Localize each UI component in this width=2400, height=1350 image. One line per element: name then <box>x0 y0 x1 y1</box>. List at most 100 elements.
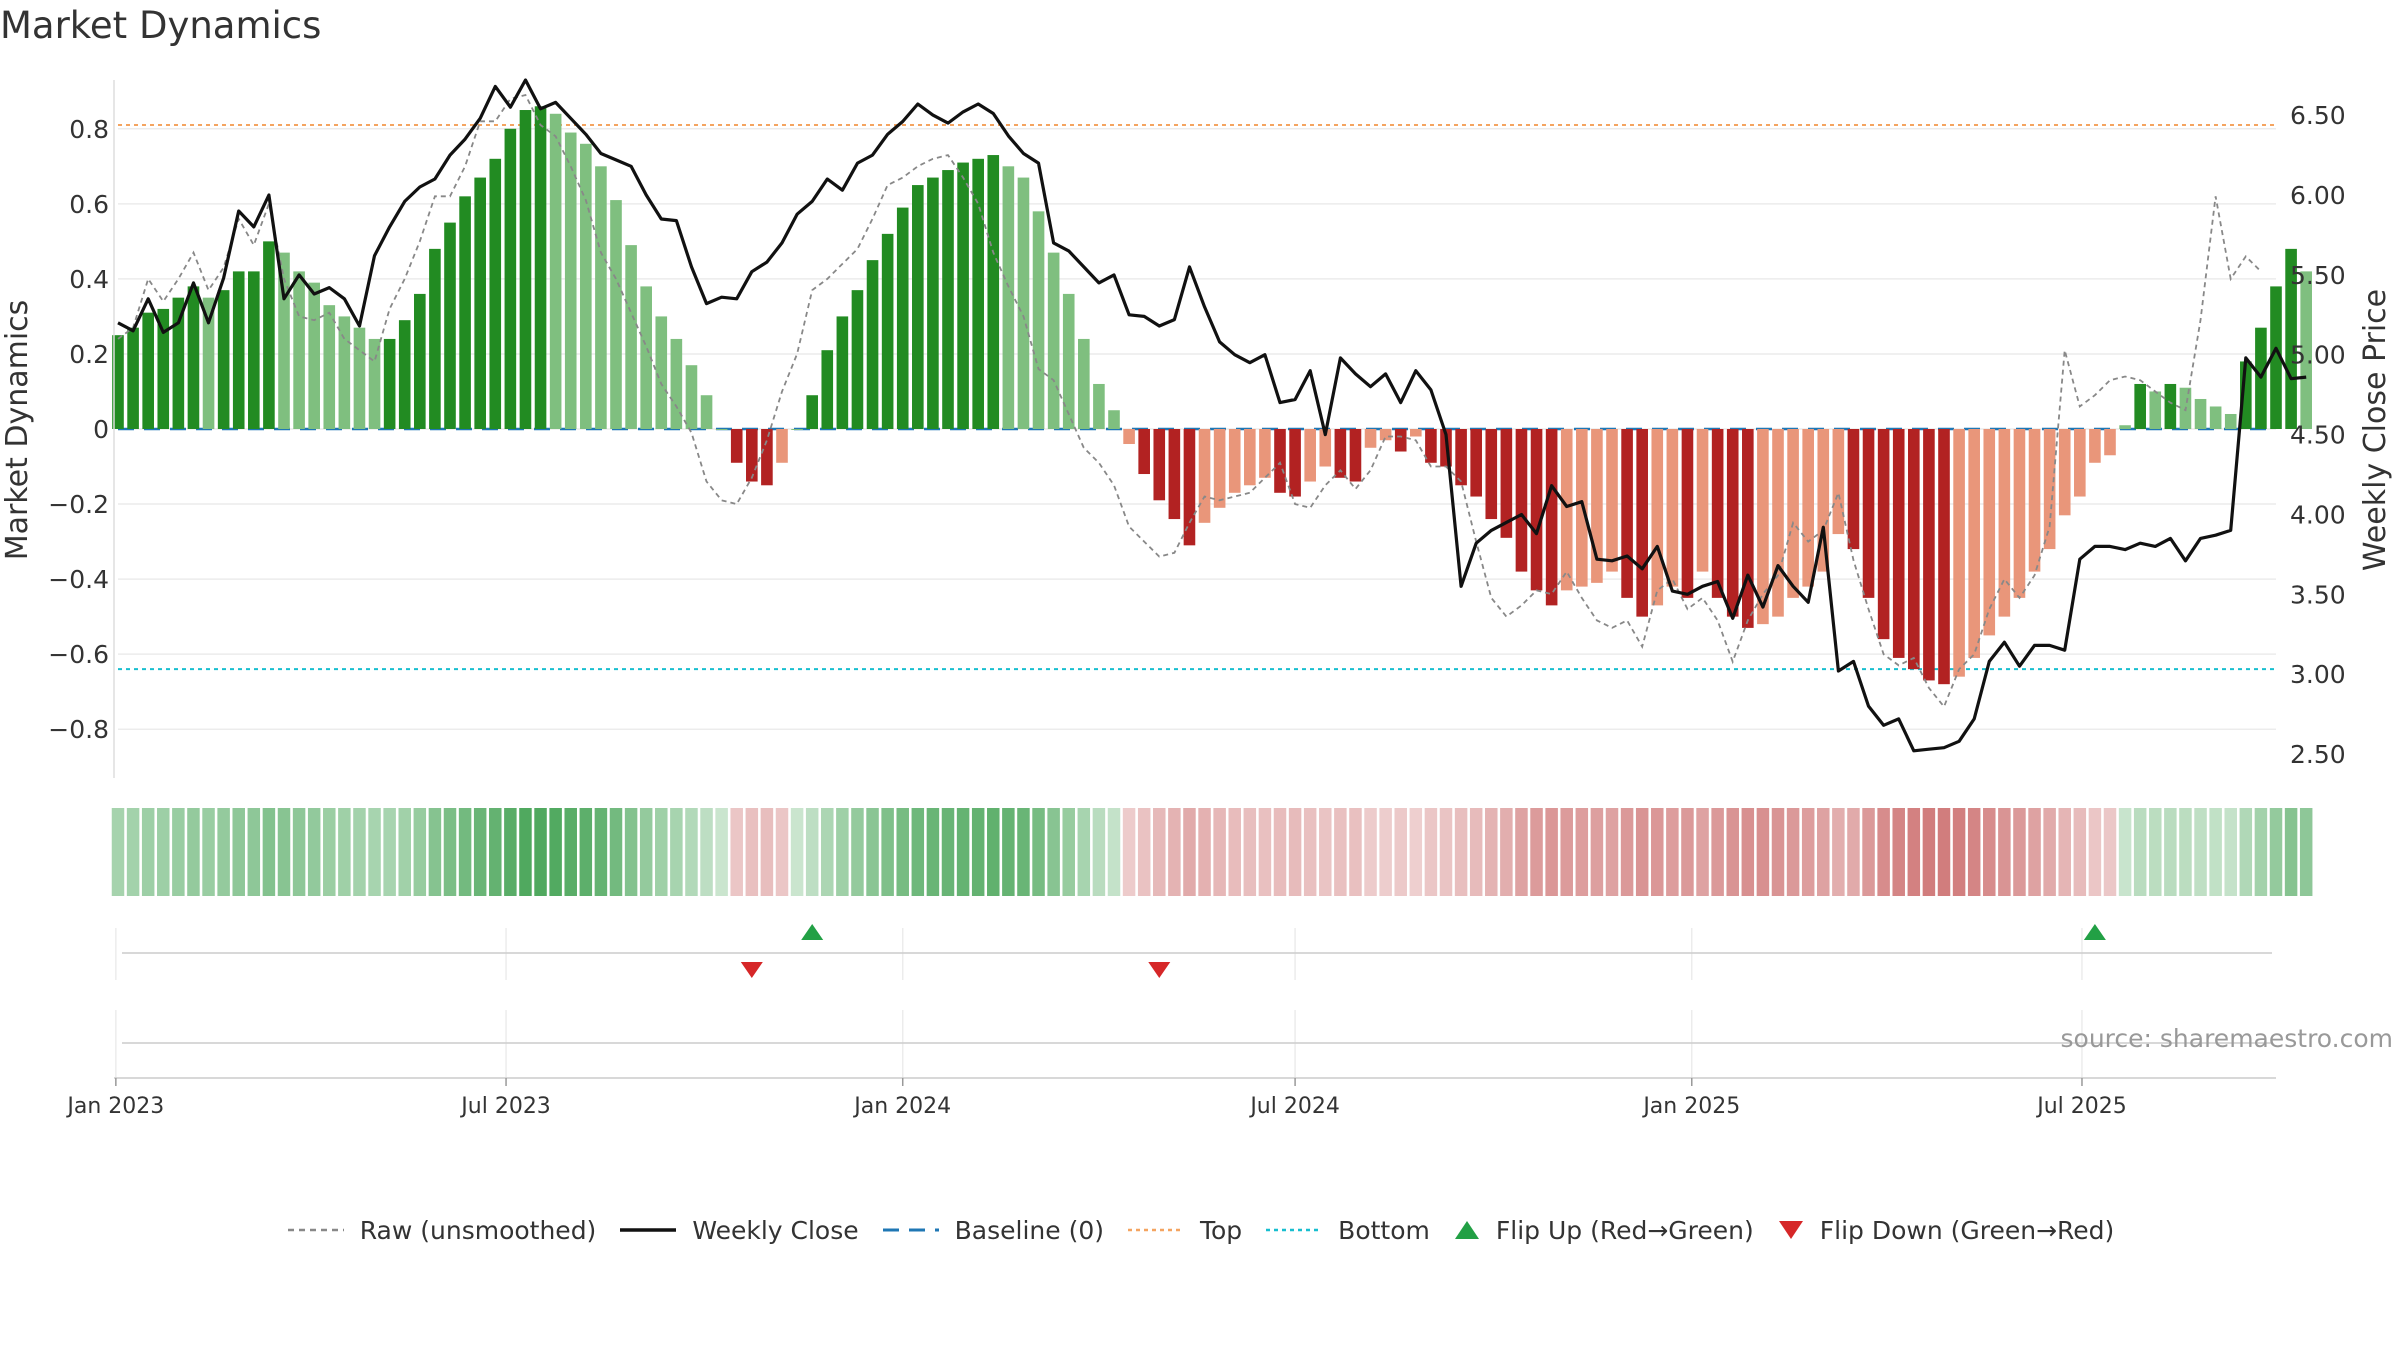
regime-strip-cell <box>1530 808 1543 896</box>
dynamics-bar <box>1560 429 1573 591</box>
dynamics-bar <box>1711 429 1724 598</box>
dynamics-bar <box>414 293 426 429</box>
dynamics-bar <box>655 316 668 429</box>
dynamics-bar <box>248 271 260 429</box>
x-tick-label: Jan 2023 <box>65 1094 164 1119</box>
dynamics-bar <box>1545 429 1558 606</box>
regime-strip-cell <box>1077 808 1091 896</box>
regime-strip-cell <box>730 808 743 896</box>
dynamics-bar <box>791 429 803 430</box>
dynamics-bar <box>2058 429 2071 516</box>
regime-strip-cell <box>1741 808 1755 896</box>
regime-strip-cell <box>1817 808 1830 896</box>
regime-strip-cell <box>1801 808 1815 896</box>
flip-down-marker <box>740 962 763 978</box>
dynamics-bar <box>383 338 396 429</box>
regime-strip-cell <box>1892 808 1905 896</box>
y2-tick-label: 2.50 <box>2290 740 2346 769</box>
regime-strip-cell <box>1424 808 1438 896</box>
dynamics-bar <box>821 350 834 429</box>
dynamics-bar <box>1183 429 1196 546</box>
dynamics-bar <box>670 338 683 429</box>
regime-strip-cell <box>1998 808 2011 896</box>
legend-item-raw: Raw (unsmoothed) <box>286 1216 596 1245</box>
dynamics-bar <box>1349 429 1362 482</box>
dynamics-bar <box>1500 429 1513 538</box>
dynamics-bar <box>2028 429 2041 572</box>
dashed-blue-line-icon <box>882 1228 939 1232</box>
regime-strip-cell <box>489 808 502 896</box>
dotted-cyan-line-icon <box>1266 1228 1323 1232</box>
regime-strip-cell <box>1771 808 1785 896</box>
dynamics-bars <box>112 106 2312 685</box>
dynamics-bar <box>1319 429 1332 467</box>
regime-strip-cell <box>2028 808 2041 896</box>
regime-strip-cell <box>2299 808 2313 896</box>
regime-strip-cell <box>2133 808 2147 896</box>
regime-strip-cell <box>338 808 351 896</box>
regime-strip-cell <box>1605 808 1619 896</box>
dynamics-bar <box>685 365 698 429</box>
regime-strip-cell <box>1243 808 1257 896</box>
dynamics-bar <box>1742 429 1754 628</box>
dynamics-bar <box>1651 429 1664 606</box>
regime-strip-cell <box>368 808 381 896</box>
regime-strip-cell <box>821 808 834 896</box>
regime-strip-cell <box>1017 808 1030 896</box>
regime-strip-cell <box>655 808 668 896</box>
dynamics-bar <box>2164 383 2177 429</box>
dynamics-bar <box>1379 429 1392 441</box>
regime-strip-cell <box>202 808 215 896</box>
dynamics-bar <box>1832 429 1845 535</box>
regime-strip-cell <box>1983 808 1996 896</box>
dynamics-bar <box>459 196 471 429</box>
dynamics-bar <box>2300 271 2312 429</box>
regime-strip-cell <box>1726 808 1739 896</box>
regime-strip-cell <box>1153 808 1166 896</box>
regime-strip-cell <box>1349 808 1362 896</box>
dynamics-bar <box>580 143 592 429</box>
y-tick-label: −0.6 <box>48 640 109 669</box>
regime-strip-cell <box>126 808 140 896</box>
y-tick-label: −0.4 <box>48 565 109 594</box>
regime-strip-cell <box>504 808 517 896</box>
regime-strip-cell <box>141 808 155 896</box>
dynamics-bar <box>700 395 713 429</box>
regime-strip-cell <box>1545 808 1558 896</box>
regime-strip-cell <box>639 808 653 896</box>
dynamics-bar <box>1425 429 1437 463</box>
legend-item-bottom: Bottom <box>1264 1216 1430 1245</box>
regime-strip-cell <box>1696 808 1709 896</box>
dynamics-bar <box>368 338 381 429</box>
dynamics-bar <box>1817 429 1830 572</box>
dynamics-bar <box>2089 429 2101 463</box>
y-tick-label: 0.2 <box>69 340 109 369</box>
regime-strip-cell <box>1560 808 1573 896</box>
raw-line <box>117 93 2262 709</box>
dynamics-bar <box>549 113 562 429</box>
regime-strip-cell <box>1847 808 1860 896</box>
regime-strip-cell <box>881 808 894 896</box>
regime-strip-cell <box>1198 808 1211 896</box>
dynamics-bar <box>1968 429 1980 658</box>
regime-strip-cell <box>1047 808 1060 896</box>
regime-strip-cell <box>1485 808 1498 896</box>
dynamics-bar <box>595 166 607 429</box>
dynamics-bar <box>2134 383 2146 429</box>
dynamics-bar <box>398 320 411 429</box>
dynamics-bar <box>232 271 245 429</box>
dynamics-bar <box>881 233 894 429</box>
dynamics-bar <box>1108 410 1120 429</box>
regime-strip-cell <box>413 808 427 896</box>
regime-strip-cell <box>579 808 593 896</box>
regime-strip-cell <box>685 808 698 896</box>
dynamics-bar <box>2240 361 2252 429</box>
regime-strip-cell <box>1002 808 1015 896</box>
dynamics-bar <box>187 286 200 429</box>
regime-strip-cell <box>1681 808 1694 896</box>
regime-strip-cell <box>1862 808 1875 896</box>
y2-tick-label: 5.50 <box>2290 261 2346 290</box>
dynamics-bar <box>1244 429 1256 486</box>
dynamics-bar <box>1304 429 1316 482</box>
legend-item-flip-up: Flip Up (Red→Green) <box>1452 1216 1754 1245</box>
